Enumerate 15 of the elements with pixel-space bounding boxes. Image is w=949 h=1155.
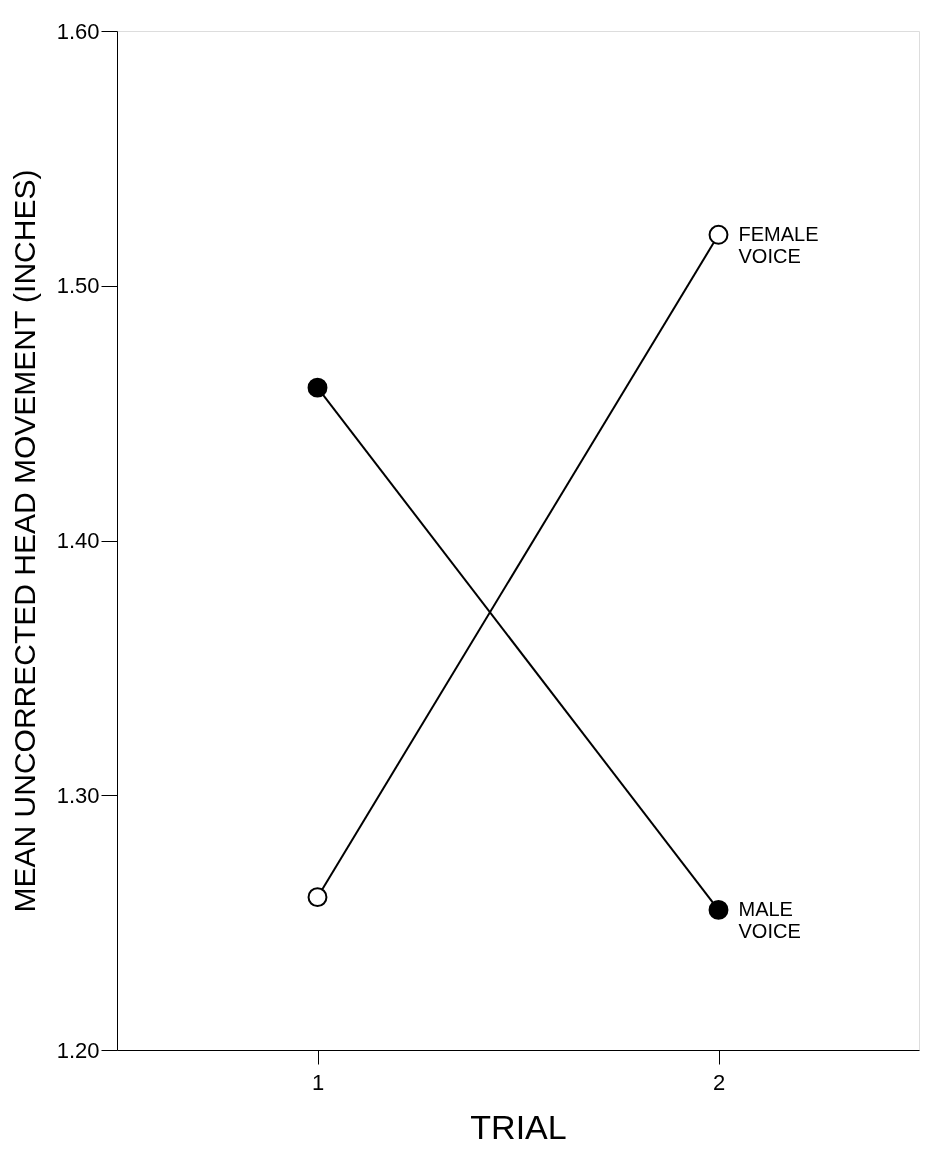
point: [307, 887, 328, 908]
point: [708, 224, 729, 245]
y-tick-label: 1.50: [56, 273, 100, 299]
x-tick-label: 2: [712, 1069, 726, 1095]
y-tick-label: 1.20: [56, 1037, 100, 1063]
y-tick-label: 1.60: [56, 18, 100, 44]
point: [708, 899, 729, 920]
series-label: FEMALE VOICE: [738, 222, 819, 267]
x-tick-label: 1: [311, 1069, 325, 1095]
series-label: MALE VOICE: [738, 897, 801, 942]
x-axis-title: TRIAL: [470, 1107, 567, 1146]
y-axis-title: MEAN UNCORRECTED HEAD MOVEMENT (INCHES): [7, 169, 41, 913]
point: [307, 377, 328, 398]
y-tick-label: 1.30: [56, 782, 100, 808]
y-tick-label: 1.40: [56, 528, 100, 553]
